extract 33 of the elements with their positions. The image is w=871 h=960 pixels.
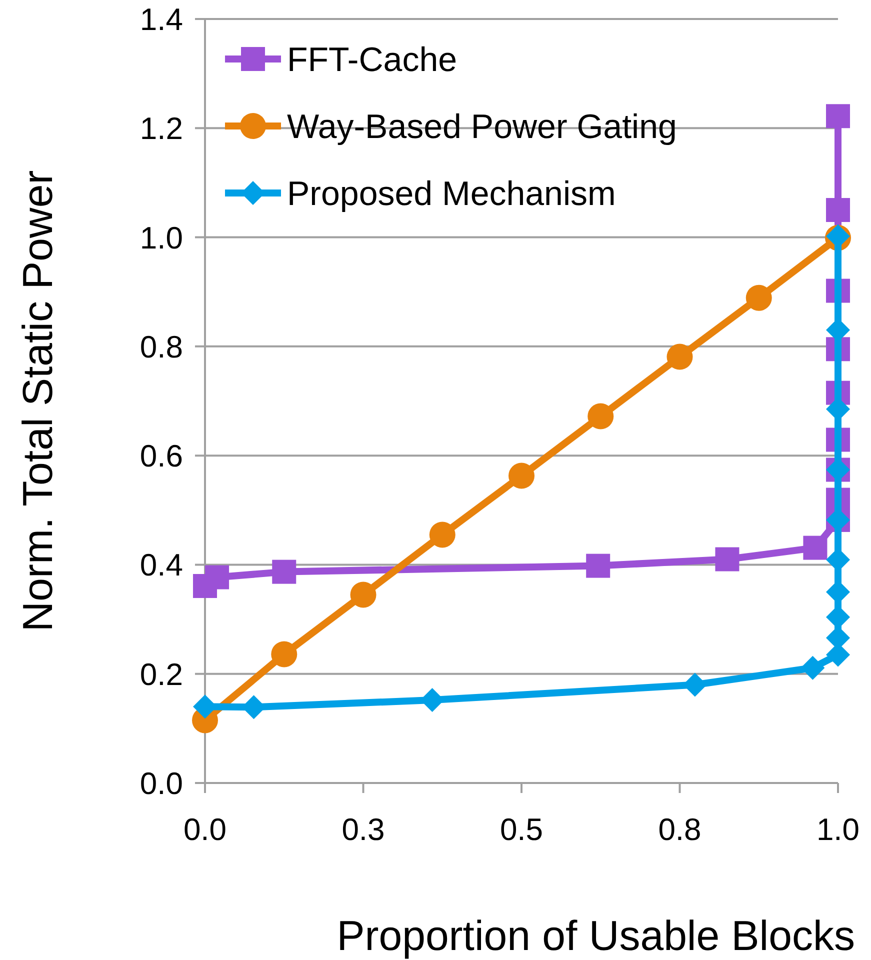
point — [272, 560, 296, 584]
point — [586, 554, 610, 578]
point — [803, 536, 828, 560]
legend-label: Way-Based Power Gating — [287, 108, 677, 146]
point — [715, 547, 740, 572]
x-tick-label: 0.8 — [658, 812, 702, 847]
legend-label: FFT-Cache — [287, 41, 458, 79]
y-tick-label: 0.6 — [140, 438, 183, 474]
x-tick-label: 0.0 — [183, 812, 227, 847]
y-tick-label: 0.4 — [140, 548, 183, 583]
y-tick-label: 1.2 — [140, 111, 183, 146]
point — [205, 565, 230, 590]
point — [429, 522, 456, 548]
y-axis-title: Norm. Total Static Power — [14, 170, 61, 632]
x-tick-label: 0.5 — [500, 812, 544, 847]
x-tick-label: 0.3 — [342, 812, 385, 847]
y-tick-label: 1.4 — [140, 2, 183, 37]
point — [666, 344, 693, 370]
y-tick-label: 0.0 — [140, 766, 183, 801]
point — [508, 462, 534, 489]
point — [826, 104, 850, 128]
y-tick-label: 0.2 — [140, 656, 183, 692]
point — [800, 656, 825, 680]
point — [271, 641, 298, 668]
point — [350, 582, 376, 608]
point — [588, 403, 614, 430]
point — [826, 198, 850, 222]
x-axis-title: Proportion of Usable Blocks — [336, 912, 855, 959]
legend-label: Proposed Mechanism — [287, 175, 616, 213]
x-tick-label: 1.0 — [816, 812, 860, 847]
y-tick-label: 0.8 — [140, 329, 183, 364]
y-tick-label: 1.0 — [140, 220, 183, 256]
point — [746, 284, 772, 311]
